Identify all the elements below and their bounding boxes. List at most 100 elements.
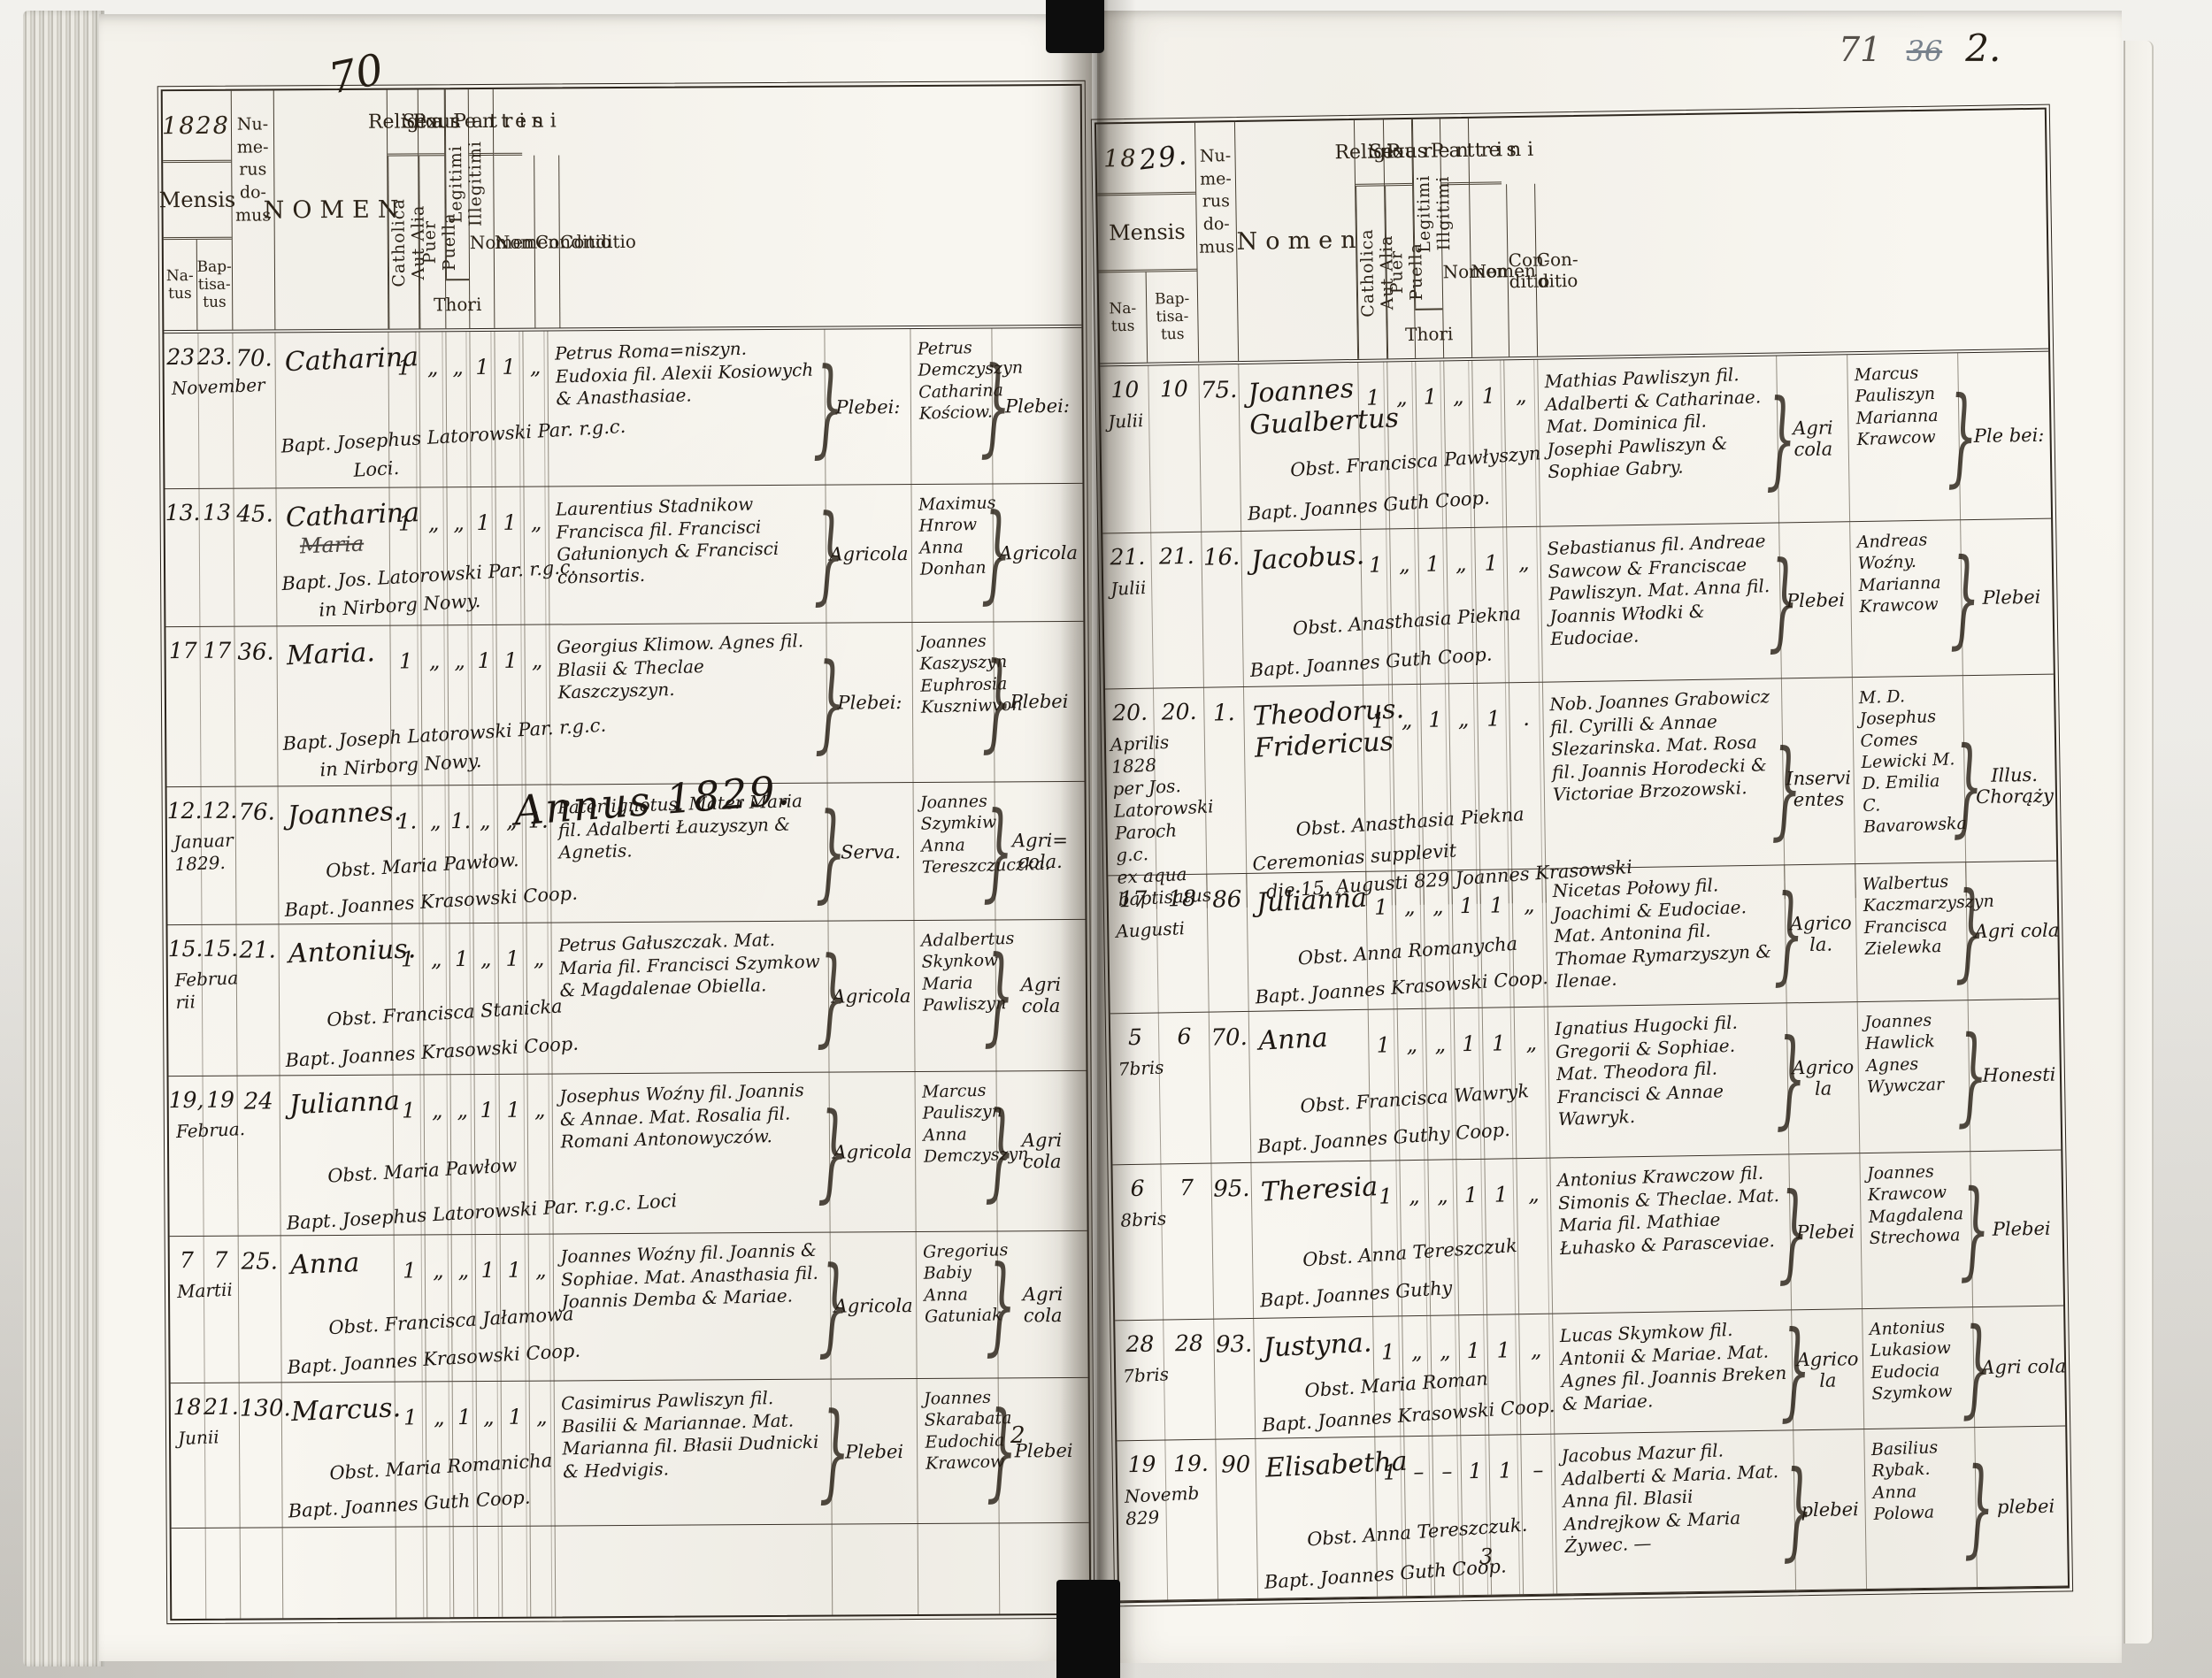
parentes-nomen-cell: Antonius Krawczow fil. Simonis & Theclae… — [1550, 1154, 1793, 1314]
empty-cell — [396, 1527, 428, 1618]
baptism-entry-row: 28 28 7bris 93. Justyna. Obst. Maria Rom… — [1115, 1306, 2066, 1442]
table-header-left: 1828 Mensis Na- tus Bap- tisa- tus Nu- m… — [159, 85, 1082, 334]
baptism-entry-row: 23 23. November 70. Catharina B — [164, 327, 1083, 490]
legitimi-label: Legitimi — [444, 89, 467, 280]
name-cell: Catharina Maria Bapt. Jos. Latorowski Pa… — [276, 487, 577, 626]
parentes-conditio: Agrico la — [1792, 1056, 1855, 1100]
puer-label: Puer — [419, 156, 441, 329]
empty-tail-row — [171, 1523, 1090, 1620]
parentes-nomen-cell: Nicetas Połowy fil. Joachimi & Eudociae.… — [1546, 865, 1787, 1007]
natus-baptisatus-subheader: Na- tus Bap- tisa- tus — [163, 239, 233, 331]
parentes-conditio-cell: plebei — [1793, 1429, 1868, 1590]
patrini-nomen-cell: Marcus Pauliszyn Marianna Krawcow — [1847, 353, 1962, 522]
patrini-names: Basilius Rybak. Anna Polowa — [1870, 1437, 1939, 1524]
patrini-names: Marcus Pauliszyn Marianna Krawcow — [1854, 363, 1939, 450]
parentes-conditio: Agricola — [833, 1141, 912, 1163]
house-number-cell: 75. — [1199, 364, 1242, 532]
religio-subcolumns: Catholica Aut Alia — [388, 156, 428, 329]
baptism-entry-row: 18 21. Junii 130. Marcus. Obst. Maria Ro… — [170, 1377, 1089, 1529]
baptisatus-day: 28 — [1174, 1329, 1203, 1357]
parentes-conditio: Agricola — [832, 985, 911, 1008]
illegitimi-mark: „ — [1525, 1030, 1538, 1056]
binding-tape-top — [1046, 0, 1104, 53]
mensis-column-header: 1828 Mensis Na- tus Bap- tisa- tus — [159, 90, 235, 331]
name-cell: Anna Obst. Francisca Wawryk Bapt. Joanne… — [1248, 1009, 1530, 1162]
baptisatus-label: Bap- tisa- tus — [1154, 289, 1190, 344]
legitimi-mark: 1 — [505, 946, 519, 971]
parentes-names: Petrus Gałuszczak. Mat. Maria fil. Franc… — [557, 928, 821, 1001]
name-cell: Joannes Gualbertus Obst. Francisca Pawły… — [1239, 362, 1541, 531]
folio-number-right: 71 36 2. — [1839, 27, 2001, 70]
catholica-label: Catholica — [388, 156, 410, 329]
catholica-mark: 1 — [1374, 894, 1388, 920]
baptism-name: Anna — [289, 1246, 360, 1282]
catholica-mark: 1 — [402, 1098, 416, 1123]
month-name: Junii — [177, 1426, 220, 1450]
parentes-conditio: Serva. — [840, 840, 902, 863]
baptisatus-day: 23. — [196, 343, 233, 370]
parentes-conditio: Plebei: — [835, 395, 901, 418]
house-number-cell: 93. — [1214, 1318, 1256, 1439]
puer-mark: – — [1441, 1459, 1453, 1484]
illegitimi-mark: „ — [534, 1097, 546, 1122]
puella-mark: 1 — [1468, 1458, 1483, 1484]
puer-mark: „ — [457, 1098, 469, 1123]
house-number-cell: 70. — [233, 333, 277, 488]
patrini-nomen-cell: Andreas Woźny. Marianna Krawcow — [1850, 520, 1963, 678]
patrini-names: Andreas Woźny. Marianna Krawcow — [1856, 530, 1941, 617]
parentes-conditio-cell: Agrico la. — [1785, 864, 1858, 1003]
catholica-mark: 1 — [1368, 552, 1383, 578]
empty-cell — [502, 1526, 532, 1617]
puer-mark: 1 — [1425, 551, 1440, 577]
puer-mark: 1 — [455, 946, 469, 972]
house-number: 75. — [1200, 377, 1238, 404]
house-number-cell: 24 — [237, 1076, 281, 1236]
baptism-entry-row: 21. 21. Julii 16. Jacobus. Obst. Anastha… — [1102, 518, 2054, 690]
patrini-conditio-cell: Honesti — [1969, 999, 2070, 1151]
patrini-names: Joannes Hawlick Agnes Wywczar — [1863, 1010, 1945, 1098]
natus-day: 12. — [166, 797, 203, 824]
illegitimi-mark: „ — [531, 647, 543, 673]
baptism-name: Julianna — [1256, 882, 1368, 919]
name-cell: Anna Obst. Francisca Jałamowa Bapt. Joan… — [280, 1235, 581, 1383]
puella-mark: 1 — [1463, 1182, 1479, 1208]
date-numbers: 18 21. — [171, 1383, 238, 1420]
parentes-conditio-cell: Agrico la — [1786, 1002, 1861, 1154]
parentes-conditio-cell: Agri cola — [1777, 355, 1851, 523]
name-cell: Theresia Obst. Anna Tereszczuk Bapt. Joa… — [1251, 1161, 1518, 1318]
puella-mark: „ — [1452, 384, 1464, 410]
month-name: November — [171, 373, 266, 400]
baptism-entry-row: 17 17 36. Maria. Bapt. Joseph — [165, 621, 1085, 788]
folio-struck-number: 36 — [1906, 34, 1943, 68]
parentes-conditio-cell: Plebei — [1789, 1153, 1863, 1310]
puella-mark: „ — [1455, 551, 1467, 577]
date-numbers: 13. 13 — [165, 489, 233, 525]
parentes-conditio: Plebei — [1786, 588, 1846, 611]
patrini-label: Patrini — [1431, 118, 1540, 185]
house-number: 16. — [1202, 544, 1240, 571]
patrini-conditio-label: Conditio — [559, 230, 636, 252]
name-cell: Joannes. Obst. Maria Pawłow. Bapt. Joann… — [278, 785, 579, 924]
sexus-subcolumns: Puer Puella — [1385, 186, 1426, 359]
struck-name: Maria — [299, 531, 365, 559]
house-number-cell: 16. — [1202, 531, 1244, 687]
natus-day: 15. — [167, 935, 204, 962]
parentes-names: Sebastianus fil. Andreae Sawcow & Franci… — [1547, 530, 1770, 650]
legitimi-label: Legitimi — [1411, 119, 1436, 309]
empty-cell — [918, 1523, 1001, 1614]
patrini-conditio-cell: plebei — [1975, 1426, 2077, 1587]
legitimi-mark: 1 — [503, 510, 517, 535]
parentes-nomen-cell: Laurentius Stadnikow Francisca fil. Fran… — [549, 485, 827, 624]
legitimi-mark: 1 — [1498, 1458, 1513, 1483]
house-number: 90 — [1220, 1451, 1251, 1479]
baptisatus-day: 7 — [213, 1246, 228, 1273]
patrini-column-header: Patrini Nomen Conditio — [453, 88, 636, 328]
puella-mark: „ — [480, 946, 492, 972]
legitimi-subcolumns: Legitimi Illegitimi — [444, 89, 486, 280]
month-name — [165, 531, 234, 533]
patrini-conditio: plebei — [1996, 1495, 2055, 1518]
house-number-cell: 25. — [238, 1236, 282, 1383]
illegitimi-mark: „ — [536, 1404, 548, 1429]
natus-day: 7 — [180, 1246, 195, 1274]
house-number: 36. — [237, 639, 274, 666]
